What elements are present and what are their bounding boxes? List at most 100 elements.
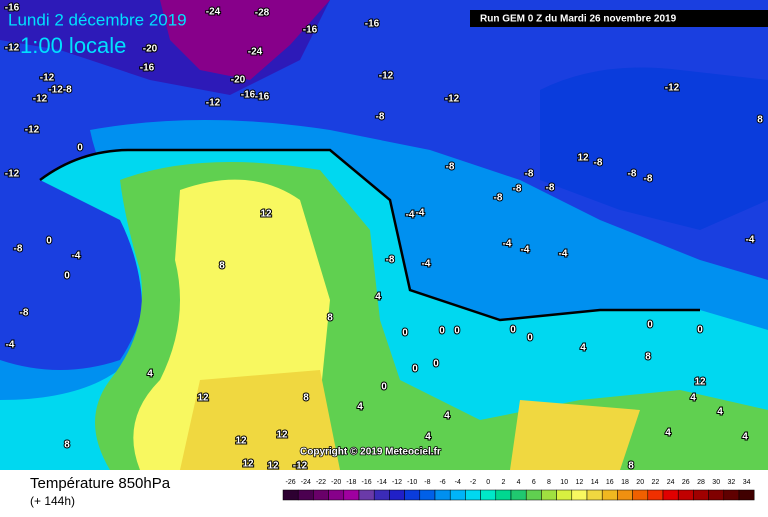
contour-label: 0 [64, 271, 70, 282]
colorbar-cell [328, 489, 345, 501]
contour-labels: -16 -24 -28-16-16-12 -20 -24-16-12-12-8-12-2… [4, 2, 764, 473]
east-region [540, 67, 768, 230]
colorbar-label: 10 [560, 479, 568, 486]
colorbar-label: -12 [392, 479, 402, 486]
contour-label: -8 [594, 158, 603, 169]
copyright: Copyright © 2019 Meteociel.fr [300, 447, 441, 458]
time: 1:00 locale [20, 33, 126, 58]
contour-label: -8 [628, 169, 637, 180]
colorbar-cell [601, 489, 618, 501]
colorbar-cell [358, 489, 375, 501]
contour-label: -4 [503, 239, 512, 250]
contour-label: -16 [255, 92, 270, 103]
colorbar-cell [632, 489, 649, 501]
contour-label: 4 [717, 407, 723, 418]
contour-label: -16 [365, 19, 380, 30]
contour-label: -20 [143, 44, 158, 55]
contour-label: 0 [510, 325, 516, 336]
contour-label: 12 [267, 461, 279, 472]
colorbar-label: -14 [377, 479, 387, 486]
colorbar-cell [465, 489, 481, 501]
colorbar-cell [449, 489, 466, 501]
contour-label: -28 [255, 8, 270, 19]
colorbar-label: 32 [728, 479, 736, 486]
colorbar-cell [586, 489, 603, 501]
contour-label: 4 [425, 432, 431, 443]
contour-label: 12 [276, 430, 288, 441]
colorbar-cell [677, 489, 694, 501]
warmer-region [180, 370, 640, 470]
contour-label: 8 [757, 115, 763, 126]
contour-label: -8 [376, 112, 385, 123]
contour-label: -16 [303, 25, 318, 36]
colorbar-cell [693, 489, 709, 501]
contour-label: -8 [386, 255, 395, 266]
contour-label: -24 [206, 7, 221, 18]
contour-label: 12 [235, 436, 247, 447]
contour-label: 0 [381, 382, 387, 393]
contour-label: 4 [665, 428, 671, 439]
colorbar-cell [556, 489, 573, 501]
colorbar-cell [510, 489, 527, 501]
date: Lundi 2 décembre 2019 [8, 10, 187, 29]
contour-label: 4 [375, 292, 381, 303]
very-cold-region [160, 0, 330, 80]
contour-label: -12 [206, 98, 221, 109]
contour-label: -8 [546, 183, 555, 194]
contour-label: -8 [446, 162, 455, 173]
contour-label: -12 [25, 125, 40, 136]
colorbar-label: -26 [286, 479, 296, 486]
contour-label: 0 [439, 326, 445, 337]
contour-label: 0 [402, 328, 408, 339]
colorbar-cell [373, 489, 390, 501]
contour-label: -20 [231, 75, 246, 86]
colorbar-label: -24 [301, 479, 311, 486]
contour-label: -12-8 [48, 85, 72, 96]
contour-label: -12 [379, 71, 394, 82]
colorbar-label: 34 [743, 479, 751, 486]
colorbar-label: -8 [424, 479, 430, 486]
colorbar-cell [571, 489, 588, 501]
colorbar-cell [738, 489, 755, 501]
contour-label: 0 [77, 143, 83, 154]
colorbar-cell [495, 489, 512, 501]
contour-label: -12 [293, 461, 308, 472]
colorbar-label: -16 [362, 479, 372, 486]
contour-label: 0 [647, 320, 653, 331]
colorbar-cell [617, 489, 633, 501]
colorbar-cell [404, 489, 421, 501]
colorbar-label: 30 [712, 479, 720, 486]
contour-label: -4 [559, 249, 568, 260]
run-box [470, 10, 768, 27]
contour-label: -16 [5, 3, 20, 14]
contour-label: -12 [665, 83, 680, 94]
contour-label: -8 [513, 184, 522, 195]
contour-label: 4 [444, 411, 450, 422]
footer-subtitle: (+ 144h) [30, 494, 75, 508]
colorbar-label: -22 [316, 479, 326, 486]
contour-label: -4 [416, 208, 425, 219]
contour-label: -4 [521, 245, 530, 256]
colorbar-cell [525, 489, 542, 501]
colorbar-cell [723, 489, 740, 501]
contour-label: -4 [72, 251, 81, 262]
zero-isotherm [39, 148, 700, 322]
contour-label: 12 [242, 459, 254, 470]
colorbar-label: -10 [407, 479, 417, 486]
contour-label: 4 [147, 369, 153, 380]
contour-label: -8 [20, 308, 29, 319]
colorbar-label: 24 [667, 479, 675, 486]
colorbar-cell [662, 489, 679, 501]
colorbar-label: 26 [682, 479, 690, 486]
colorbar-label: -6 [439, 479, 445, 486]
contour-label: 0 [433, 359, 439, 370]
footer-title: Température 850hPa [30, 475, 171, 492]
contour-label: 4 [742, 432, 748, 443]
colorbar-label: 14 [591, 479, 599, 486]
contour-label: 4 [580, 343, 586, 354]
colorbar-cell [419, 489, 436, 501]
contour-label: -12 [445, 94, 460, 105]
colorbar-label: -2 [470, 479, 476, 486]
contour-label: -8 [525, 169, 534, 180]
